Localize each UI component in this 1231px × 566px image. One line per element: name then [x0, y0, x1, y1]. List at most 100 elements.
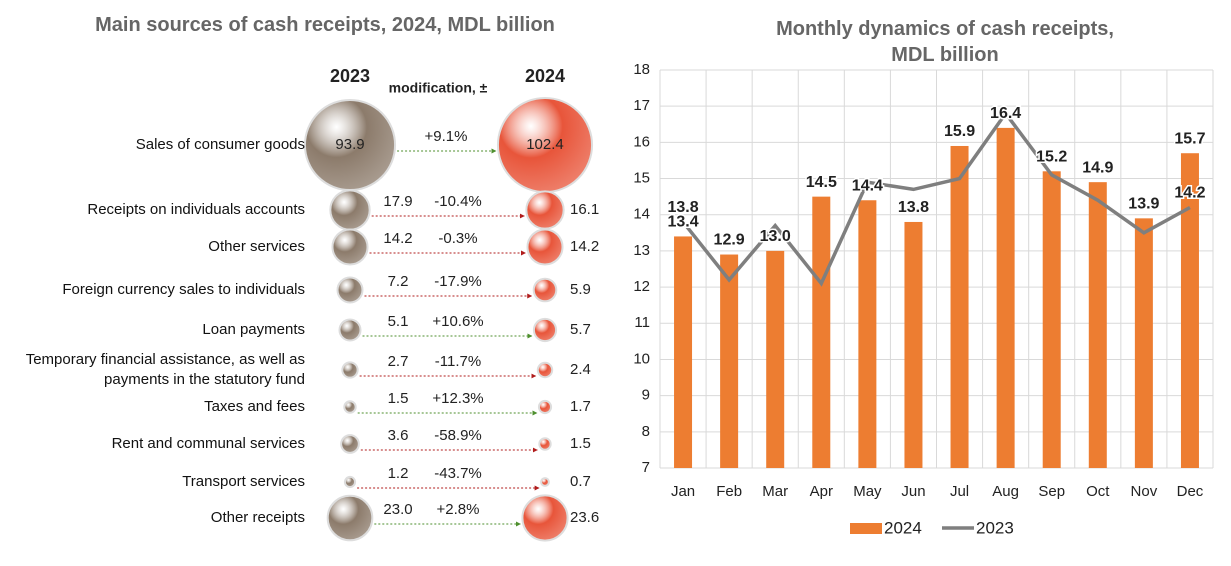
value-label-2023: 23.0 [383, 501, 412, 518]
change-label: +2.8% [437, 501, 480, 518]
x-tick-label: Aug [992, 483, 1019, 500]
change-label: -0.3% [438, 230, 477, 247]
data-label: 14.9 [1082, 159, 1113, 176]
legend-swatch [850, 523, 882, 534]
series-header: 2023 [330, 66, 370, 86]
bubble-2024 [525, 190, 565, 230]
bar [996, 127, 1015, 469]
bar [1042, 171, 1061, 469]
value-label-2024: 2.4 [570, 361, 591, 378]
x-tick-label: Mar [762, 483, 788, 500]
bubble-2023 [329, 189, 371, 231]
change-label: +10.6% [432, 313, 483, 330]
x-tick-label: Apr [810, 483, 833, 500]
change-header: modification, ± [389, 80, 488, 96]
bubble-2024 [538, 437, 552, 451]
x-tick-label: Jul [950, 483, 969, 500]
y-tick-label: 15 [633, 170, 650, 187]
category-label: Taxes and fees [204, 398, 305, 415]
legend-label: 2024 [884, 518, 922, 537]
value-label-2023: 2.7 [388, 353, 409, 370]
bar [812, 196, 831, 469]
x-tick-label: May [853, 483, 882, 500]
bubble-2023 [326, 494, 374, 542]
bubble-2023 [341, 361, 359, 379]
value-label-2024: 1.5 [570, 435, 591, 452]
value-label-2024: 5.7 [570, 321, 591, 338]
y-tick-label: 9 [642, 387, 650, 404]
bubble-2024 [526, 228, 564, 266]
bubble-2023 [343, 475, 357, 489]
bubble-2023 [336, 276, 364, 304]
value-label-2024: 5.9 [570, 281, 591, 298]
y-tick-label: 13 [633, 242, 650, 259]
data-label: 13.0 [760, 228, 791, 245]
bar [1134, 218, 1153, 468]
value-label-2023: 17.9 [383, 193, 412, 210]
category-label: Foreign currency sales to individuals [62, 281, 305, 298]
left-title: Main sources of cash receipts, 2024, MDL… [95, 14, 555, 36]
category-label: Temporary financial assistance, as well … [25, 351, 305, 388]
change-label: -17.9% [434, 273, 482, 290]
change-label: +9.1% [425, 128, 468, 145]
x-tick-label: Jun [901, 483, 925, 500]
y-tick-label: 8 [642, 423, 650, 440]
bar [950, 145, 969, 468]
y-tick-label: 14 [633, 206, 650, 223]
bubble-2024 [537, 399, 553, 415]
bubble-2024 [536, 361, 554, 379]
bar [1180, 153, 1199, 468]
value-label-2023: 93.9 [335, 136, 364, 153]
data-label: 13.4 [667, 214, 698, 231]
data-label: 12.9 [714, 232, 745, 249]
y-tick-label: 7 [642, 459, 650, 476]
x-tick-label: Dec [1177, 483, 1204, 500]
x-tick-label: Nov [1131, 483, 1158, 500]
category-label: Transport services [182, 473, 305, 490]
change-label: -11.7% [435, 353, 481, 370]
y-tick-label: 17 [633, 97, 650, 114]
category-label: Rent and communal services [111, 435, 305, 452]
category-label: Receipts on individuals accounts [87, 201, 305, 218]
value-label-2023: 14.2 [383, 230, 412, 247]
bar [720, 254, 739, 468]
y-tick-label: 12 [633, 278, 650, 295]
legend-label: 2023 [976, 518, 1014, 537]
bubble-2024 [521, 494, 569, 542]
category-label: Other services [208, 238, 305, 255]
category-label: Sales of consumer goods [135, 136, 305, 153]
bar [1088, 182, 1107, 468]
change-label: +12.3% [432, 390, 483, 407]
data-label: 13.8 [898, 199, 929, 216]
x-tick-label: Jan [671, 483, 695, 500]
data-label: 14.5 [806, 174, 837, 191]
change-label: -43.7% [434, 465, 482, 482]
data-label: 15.2 [1036, 149, 1067, 166]
bubble-2024 [532, 277, 558, 303]
category-label: Other receipts [210, 509, 305, 526]
value-label-2023: 5.1 [388, 313, 409, 330]
y-tick-label: 16 [633, 133, 650, 150]
data-label: 14.4 [852, 177, 883, 194]
right-title: Monthly dynamics of cash receipts, MDL b… [776, 18, 1114, 66]
x-tick-label: Oct [1086, 483, 1110, 500]
y-tick-label: 18 [633, 61, 650, 78]
data-label: 15.7 [1174, 130, 1205, 147]
bubble-2023 [331, 228, 369, 266]
data-label: 13.9 [1128, 196, 1159, 213]
value-label-2024: 14.2 [570, 238, 599, 255]
data-label: 15.9 [944, 123, 975, 140]
x-tick-label: Sep [1038, 483, 1065, 500]
bubble-2024 [540, 477, 550, 487]
value-label-2023: 1.2 [388, 465, 409, 482]
value-label-2023: 3.6 [388, 427, 409, 444]
bubble-2023 [338, 318, 362, 342]
category-label: Loan payments [202, 321, 305, 338]
x-tick-label: Feb [716, 483, 742, 500]
data-label: 14.2 [1174, 185, 1205, 202]
y-tick-label: 11 [634, 314, 650, 331]
line [681, 110, 1191, 287]
data-label: 16.4 [990, 105, 1021, 122]
